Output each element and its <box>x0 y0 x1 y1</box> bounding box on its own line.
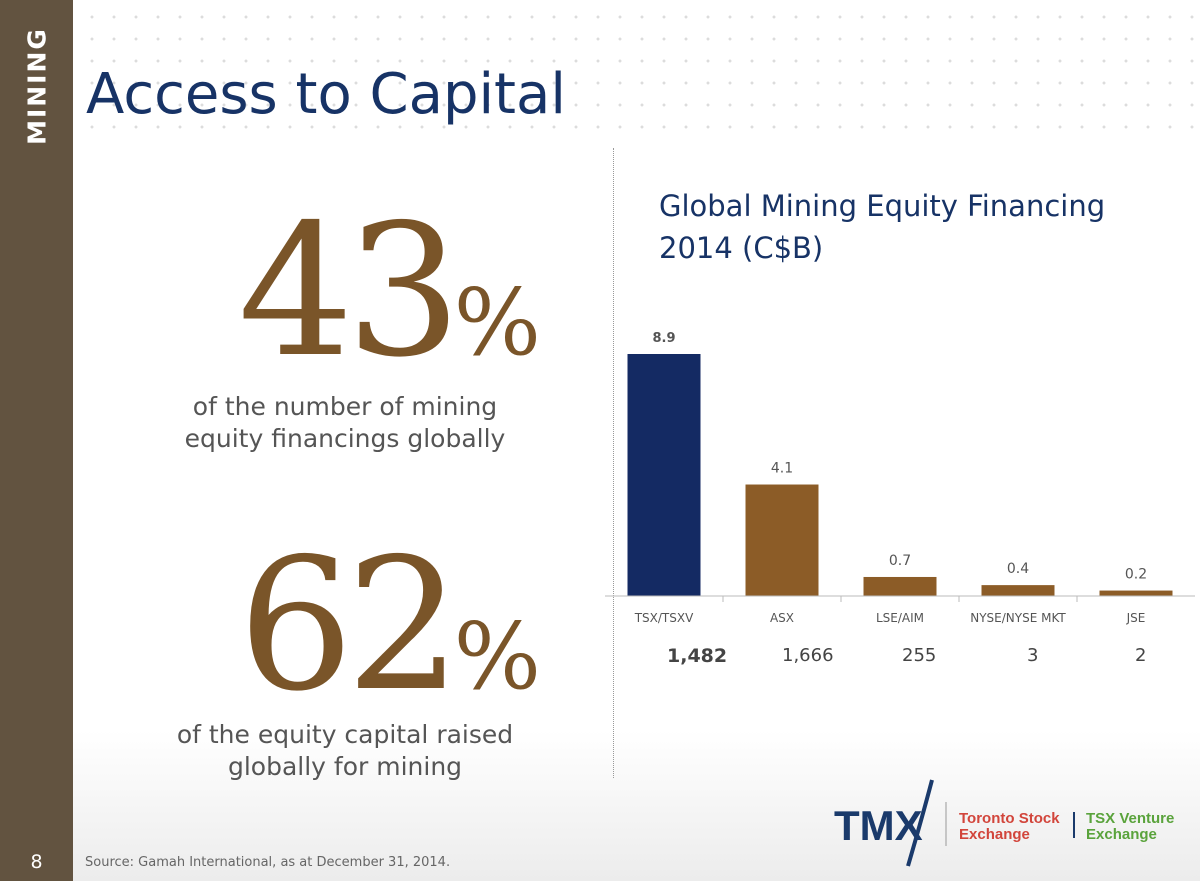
chart-title-line: Global Mining Equity Financing <box>659 189 1106 223</box>
stat-caption: of the equity capital raised globally fo… <box>150 719 540 783</box>
bar-chart: 8.9 TSX/TSXV 4.1 ASX 0.7 LSE/AIM 0.4 NYSE/NYSE … <box>605 331 1195 625</box>
caption-line: globally for mining <box>227 752 463 781</box>
x-tick-label: NYSE/NYSE MKT <box>970 611 1066 625</box>
bar-value-label: 0.2 <box>1125 567 1147 583</box>
stat-62-percent: 62% <box>238 534 541 716</box>
count-label: 3 <box>1027 645 1039 666</box>
bar-lse-aim <box>863 576 937 596</box>
bar-jse <box>1099 590 1173 596</box>
stat-caption: of the number of mining equity financing… <box>170 391 520 455</box>
stat-number: 43 <box>238 185 462 397</box>
source-note: Source: Gamah International, as at Decem… <box>85 855 451 870</box>
bar-value-label: 4.1 <box>771 461 793 477</box>
footer-gradient <box>73 730 1200 881</box>
bar-value-label: 0.4 <box>1007 561 1029 577</box>
count-label: 255 <box>902 645 937 666</box>
x-tick-label: JSE <box>1126 611 1146 625</box>
logo-swoosh-icon <box>906 779 934 867</box>
chart-title: Global Mining Equity Financing 2014 (C$B… <box>659 185 1119 269</box>
column-divider <box>613 148 614 778</box>
bar-tsx-tsxv <box>627 354 701 596</box>
bar-nyse-nyse-mkt <box>981 585 1055 596</box>
logo-venture-line: Exchange <box>1086 826 1157 843</box>
dot-pattern <box>73 0 1200 135</box>
stat-number: 62 <box>238 519 462 731</box>
caption-line: of the number of mining <box>192 392 498 421</box>
logo-brand-text: TMX <box>834 802 923 849</box>
percent-sign: % <box>453 603 542 710</box>
x-tick-label: TSX/TSXV <box>634 611 694 625</box>
count-label: 1,666 <box>782 645 834 666</box>
count-label: 2 <box>1135 645 1147 666</box>
x-tick-label: LSE/AIM <box>876 611 924 625</box>
section-label: MINING <box>22 27 52 145</box>
sidebar: MINING 8 <box>0 0 73 881</box>
bar-value-label: 8.9 <box>652 331 675 346</box>
bar-value-label: 0.7 <box>889 553 911 569</box>
logo-venture-line: TSX Venture <box>1086 810 1174 827</box>
x-tick-label: ASX <box>770 611 794 625</box>
logo-tsx-line: Toronto Stock <box>959 810 1060 827</box>
count-label: 1,482 <box>667 645 728 667</box>
caption-line: equity financings globally <box>184 424 506 453</box>
tmx-logo: TMX Toronto Stock Exchange TSX Venture E… <box>834 779 1174 867</box>
page-title: Access to Capital <box>86 62 566 127</box>
percent-sign: % <box>453 269 542 376</box>
bar-asx <box>745 484 819 596</box>
logo-tsx-line: Exchange <box>959 826 1030 843</box>
chart-title-line: 2014 (C$B) <box>659 231 824 265</box>
page-number: 8 <box>30 851 43 873</box>
caption-line: of the equity capital raised <box>176 720 514 749</box>
stat-43-percent: 43% <box>238 200 541 382</box>
